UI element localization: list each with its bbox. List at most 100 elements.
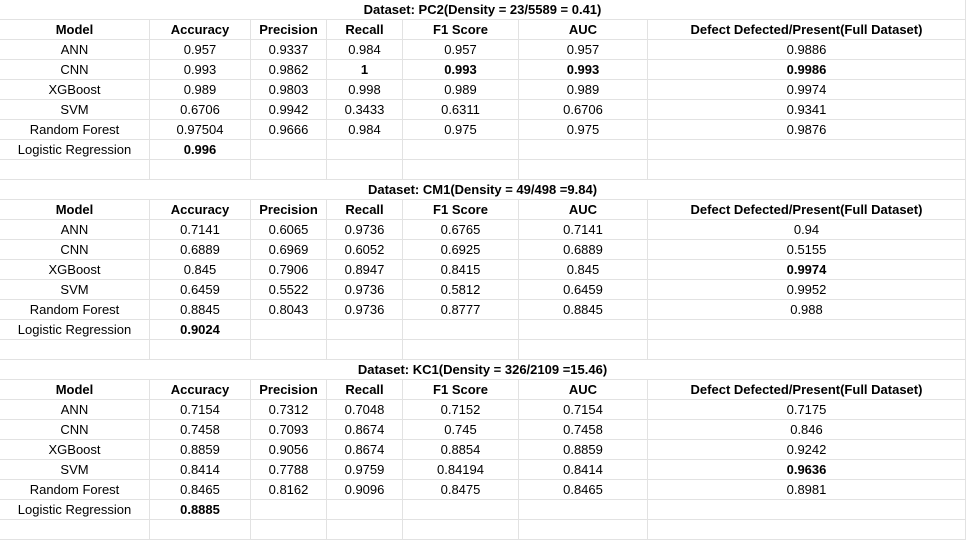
column-header[interactable]: Accuracy [150,20,251,40]
empty-cell[interactable] [150,160,251,180]
column-header[interactable]: Defect Defected/Present(Full Dataset) [648,20,966,40]
metric-cell[interactable]: 0.988 [648,300,966,320]
metric-cell[interactable]: 0.7152 [403,400,519,420]
model-name-cell[interactable]: SVM [0,460,150,480]
metric-cell[interactable]: 0.984 [327,120,403,140]
dataset-title[interactable]: Dataset: KC1(Density = 326/2109 =15.46) [0,360,966,380]
empty-cell[interactable] [0,520,150,540]
metric-cell[interactable]: 0.9337 [251,40,327,60]
model-name-cell[interactable]: SVM [0,100,150,120]
metric-cell[interactable]: 0.745 [403,420,519,440]
model-name-cell[interactable]: XGBoost [0,440,150,460]
metric-cell[interactable]: 0.975 [403,120,519,140]
empty-cell[interactable] [327,160,403,180]
metric-cell[interactable]: 0.5522 [251,280,327,300]
metric-cell[interactable]: 0.9862 [251,60,327,80]
metric-cell[interactable] [251,500,327,520]
column-header[interactable]: Recall [327,20,403,40]
column-header[interactable]: Model [0,200,150,220]
metric-cell[interactable]: 0.94 [648,220,966,240]
metric-cell[interactable]: 0.7906 [251,260,327,280]
metric-cell[interactable]: 0.7093 [251,420,327,440]
metric-cell[interactable]: 0.8859 [150,440,251,460]
column-header[interactable]: AUC [519,380,648,400]
metric-cell[interactable]: 0.8845 [150,300,251,320]
metric-cell[interactable]: 0.6765 [403,220,519,240]
empty-cell[interactable] [403,160,519,180]
metric-cell[interactable]: 0.8465 [519,480,648,500]
empty-cell[interactable] [519,340,648,360]
model-name-cell[interactable]: ANN [0,40,150,60]
metric-cell[interactable]: 0.989 [150,80,251,100]
metric-cell[interactable] [403,140,519,160]
empty-cell[interactable] [519,160,648,180]
metric-cell[interactable]: 0.7788 [251,460,327,480]
model-name-cell[interactable]: Logistic Regression [0,320,150,340]
metric-cell[interactable]: 0.975 [519,120,648,140]
metric-cell[interactable]: 0.7141 [150,220,251,240]
metric-cell[interactable]: 0.9886 [648,40,966,60]
metric-cell[interactable]: 0.6706 [150,100,251,120]
column-header[interactable]: Precision [251,380,327,400]
metric-cell[interactable]: 0.9974 [648,260,966,280]
empty-cell[interactable] [648,340,966,360]
metric-cell[interactable]: 0.9942 [251,100,327,120]
empty-cell[interactable] [648,160,966,180]
metric-cell[interactable]: 0.6969 [251,240,327,260]
empty-cell[interactable] [403,520,519,540]
empty-cell[interactable] [251,160,327,180]
metric-cell[interactable]: 0.993 [519,60,648,80]
column-header[interactable]: Model [0,20,150,40]
metric-cell[interactable]: 0.8885 [150,500,251,520]
metric-cell[interactable] [519,500,648,520]
empty-cell[interactable] [150,520,251,540]
metric-cell[interactable] [648,500,966,520]
model-name-cell[interactable]: ANN [0,400,150,420]
metric-cell[interactable]: 0.9242 [648,440,966,460]
metric-cell[interactable]: 0.8859 [519,440,648,460]
metric-cell[interactable]: 0.9096 [327,480,403,500]
metric-cell[interactable]: 0.7048 [327,400,403,420]
model-name-cell[interactable]: Random Forest [0,480,150,500]
metric-cell[interactable]: 0.984 [327,40,403,60]
metric-cell[interactable]: 0.8475 [403,480,519,500]
metric-cell[interactable] [327,140,403,160]
metric-cell[interactable] [251,320,327,340]
empty-cell[interactable] [150,340,251,360]
metric-cell[interactable]: 0.998 [327,80,403,100]
metric-cell[interactable]: 0.84194 [403,460,519,480]
empty-cell[interactable] [0,340,150,360]
metric-cell[interactable]: 0.9803 [251,80,327,100]
dataset-title[interactable]: Dataset: PC2(Density = 23/5589 = 0.41) [0,0,966,20]
empty-cell[interactable] [0,160,150,180]
column-header[interactable]: Recall [327,380,403,400]
model-name-cell[interactable]: SVM [0,280,150,300]
empty-cell[interactable] [403,340,519,360]
column-header[interactable]: AUC [519,20,648,40]
metric-cell[interactable]: 0.7154 [150,400,251,420]
column-header[interactable]: Accuracy [150,200,251,220]
metric-cell[interactable] [519,140,648,160]
metric-cell[interactable]: 0.6889 [519,240,648,260]
column-header[interactable]: Model [0,380,150,400]
model-name-cell[interactable]: ANN [0,220,150,240]
metric-cell[interactable]: 0.6052 [327,240,403,260]
column-header[interactable]: AUC [519,200,648,220]
metric-cell[interactable] [648,320,966,340]
metric-cell[interactable]: 0.5812 [403,280,519,300]
metric-cell[interactable] [251,140,327,160]
column-header[interactable]: Precision [251,200,327,220]
metric-cell[interactable]: 0.6889 [150,240,251,260]
metric-cell[interactable]: 0.8981 [648,480,966,500]
model-name-cell[interactable]: Logistic Regression [0,140,150,160]
metric-cell[interactable]: 0.7141 [519,220,648,240]
model-name-cell[interactable]: Random Forest [0,300,150,320]
model-name-cell[interactable]: CNN [0,420,150,440]
metric-cell[interactable]: 0.9876 [648,120,966,140]
metric-cell[interactable]: 0.7458 [150,420,251,440]
metric-cell[interactable]: 0.6065 [251,220,327,240]
metric-cell[interactable]: 0.9024 [150,320,251,340]
metric-cell[interactable]: 0.989 [519,80,648,100]
metric-cell[interactable] [327,500,403,520]
metric-cell[interactable]: 0.9056 [251,440,327,460]
